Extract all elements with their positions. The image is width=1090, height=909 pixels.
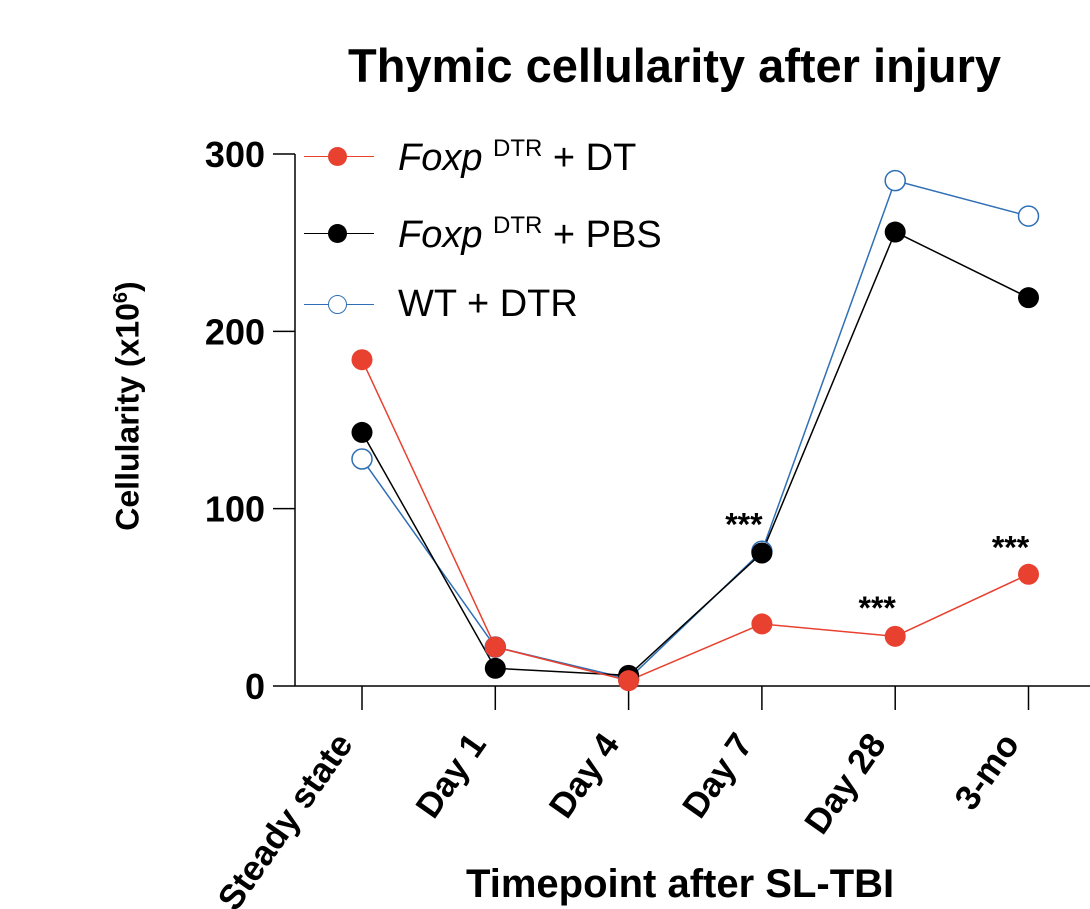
legend-marker-foxp-dt	[328, 147, 347, 166]
legend-label-italic: Foxp	[398, 137, 483, 179]
data-point	[1017, 205, 1040, 227]
data-point	[484, 636, 506, 658]
x-axis-label: Timepoint after SL-TBI	[466, 862, 895, 906]
legend-item-foxp-pbs: Foxp DTR + PBS	[300, 212, 720, 256]
data-point	[884, 169, 906, 192]
y-tick-label: 100	[205, 489, 265, 530]
x-tick-label: Steady state	[210, 726, 360, 909]
legend-label-foxp-pbs: Foxp DTR + PBS	[398, 212, 662, 257]
data-point	[351, 448, 373, 470]
legend-marker-wt-dtr	[328, 295, 347, 314]
y-tick-label: 200	[205, 311, 265, 352]
chart-title: Thymic cellularity after injury	[348, 39, 1001, 92]
data-point	[751, 542, 773, 564]
series-line-0	[361, 359, 1029, 682]
legend-marker-foxp-pbs	[328, 224, 347, 243]
legend-label-foxp-dt: Foxp DTR + DT	[398, 135, 636, 180]
data-point	[1018, 563, 1039, 585]
y-tick-label: 0	[245, 666, 265, 707]
legend-label-rest: + PBS	[542, 214, 662, 256]
series-line-1	[361, 231, 1029, 677]
x-tick-label: 3-mo	[947, 726, 1027, 817]
data-point	[351, 421, 373, 443]
x-tick-label: Day 28	[797, 726, 894, 841]
data-point	[884, 221, 906, 243]
x-tick-label: Day 1	[408, 726, 494, 825]
data-point	[484, 657, 506, 679]
y-tick-label: 300	[205, 134, 265, 175]
legend-label-italic: Foxp	[398, 214, 483, 256]
data-point	[751, 613, 773, 635]
legend-item-foxp-dt: Foxp DTR + DT	[300, 135, 720, 179]
series-line-2	[361, 179, 1029, 680]
data-point	[351, 349, 373, 371]
legend-label-sup: DTR	[493, 135, 543, 162]
x-tick-label: Day 4	[542, 726, 628, 825]
data-point	[1018, 287, 1039, 309]
significance-annotation: ***	[859, 590, 897, 626]
legend-label-rest: WT + DTR	[398, 283, 578, 325]
data-point	[618, 670, 640, 692]
legend-label-wt-dtr: WT + DTR	[398, 283, 578, 326]
data-point	[884, 625, 906, 647]
legend-label-sup: DTR	[493, 212, 543, 239]
legend-label-rest: + DT	[542, 137, 637, 179]
significance-annotation: ***	[992, 530, 1030, 566]
x-tick-label: Day 7	[675, 726, 761, 825]
legend-item-wt-dtr: WT + DTR	[300, 283, 720, 327]
significance-annotation: ***	[725, 507, 763, 543]
